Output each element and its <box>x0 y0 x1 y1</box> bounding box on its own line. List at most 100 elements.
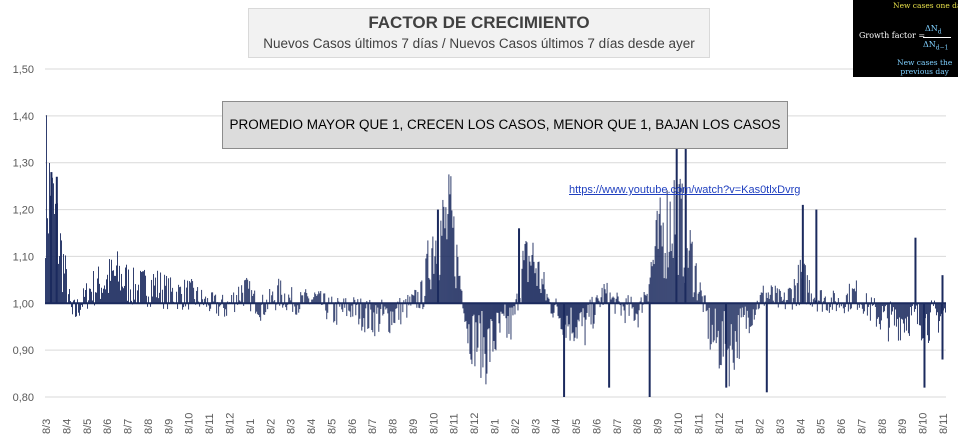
bar <box>533 261 535 304</box>
bar <box>416 303 418 308</box>
bar <box>118 281 119 304</box>
bar <box>469 303 471 354</box>
formula-label: Growth factor = <box>859 31 926 40</box>
bar <box>385 303 387 310</box>
bar <box>742 303 744 318</box>
bar <box>460 289 462 304</box>
bar <box>808 280 810 304</box>
bar <box>576 303 578 339</box>
bar <box>562 303 564 335</box>
bar <box>631 303 633 309</box>
bar <box>770 285 772 304</box>
x-tick-label: 8/3 <box>286 419 298 434</box>
bar <box>79 303 80 316</box>
spike-bar <box>518 228 521 304</box>
x-tick-label: 8/8 <box>388 419 400 434</box>
bar <box>55 203 56 304</box>
bar <box>453 216 455 304</box>
youtube-link[interactable]: https://www.youtube.com/watch?v=Kas0tlxD… <box>569 184 801 196</box>
bar <box>289 297 291 304</box>
bar <box>649 277 651 304</box>
bar <box>304 292 306 304</box>
bar <box>506 303 508 338</box>
bar <box>384 303 386 307</box>
bar <box>312 299 314 304</box>
bar <box>62 292 63 304</box>
bar <box>299 303 301 310</box>
bar <box>600 297 602 304</box>
bar <box>210 303 212 309</box>
bar <box>225 303 227 310</box>
bar <box>748 303 750 334</box>
bar <box>326 303 328 320</box>
bar <box>800 271 802 304</box>
bar <box>110 280 111 304</box>
bar <box>476 303 478 352</box>
bar <box>922 303 924 339</box>
bar <box>660 225 662 304</box>
bar <box>363 303 365 319</box>
bar <box>915 303 917 306</box>
bar <box>908 303 910 336</box>
bar <box>140 270 142 304</box>
bar <box>641 303 643 313</box>
bar <box>776 288 778 304</box>
bar <box>285 303 287 308</box>
bar <box>595 297 597 304</box>
bar <box>814 300 816 304</box>
spike-bar <box>941 275 944 304</box>
spike-bar <box>725 303 728 388</box>
bar <box>616 292 618 304</box>
bar <box>88 300 89 304</box>
bar <box>691 241 693 304</box>
bar <box>890 303 892 315</box>
bar <box>445 207 447 304</box>
bar <box>320 291 322 304</box>
bar <box>569 303 571 341</box>
bar <box>281 294 283 304</box>
bar <box>354 299 356 304</box>
bar <box>490 303 492 320</box>
bar <box>920 303 922 341</box>
x-tick-label: 8/9 <box>897 419 909 434</box>
bar <box>687 267 689 304</box>
bar <box>197 287 199 304</box>
bar <box>170 277 172 304</box>
bar <box>76 303 77 317</box>
bar <box>259 303 261 318</box>
bar <box>176 291 178 304</box>
bar <box>832 290 834 304</box>
bar <box>274 300 276 304</box>
bar <box>113 270 114 304</box>
bar <box>727 303 729 349</box>
spike-bar <box>675 139 678 304</box>
bar <box>300 292 302 304</box>
bar <box>670 251 672 304</box>
bar <box>729 303 731 346</box>
bar <box>201 289 203 304</box>
bar <box>288 294 290 304</box>
x-tick-label: 8/2 <box>755 419 767 434</box>
bar <box>937 303 939 333</box>
bar <box>435 240 437 304</box>
spike-bar <box>815 209 818 304</box>
bar <box>593 303 595 324</box>
bar <box>166 275 168 304</box>
bar <box>822 301 824 304</box>
bar <box>545 300 547 304</box>
bar <box>242 292 244 304</box>
bar <box>464 303 466 322</box>
bar <box>80 303 81 310</box>
bar <box>598 300 600 304</box>
bar <box>151 279 153 304</box>
bar <box>701 296 703 304</box>
bar <box>681 183 683 304</box>
bar <box>668 251 670 304</box>
bar <box>102 292 103 304</box>
bar <box>891 303 893 312</box>
bar <box>560 303 562 330</box>
bar <box>345 298 347 304</box>
bar <box>501 303 503 314</box>
bar <box>845 295 847 304</box>
bar <box>58 263 59 304</box>
